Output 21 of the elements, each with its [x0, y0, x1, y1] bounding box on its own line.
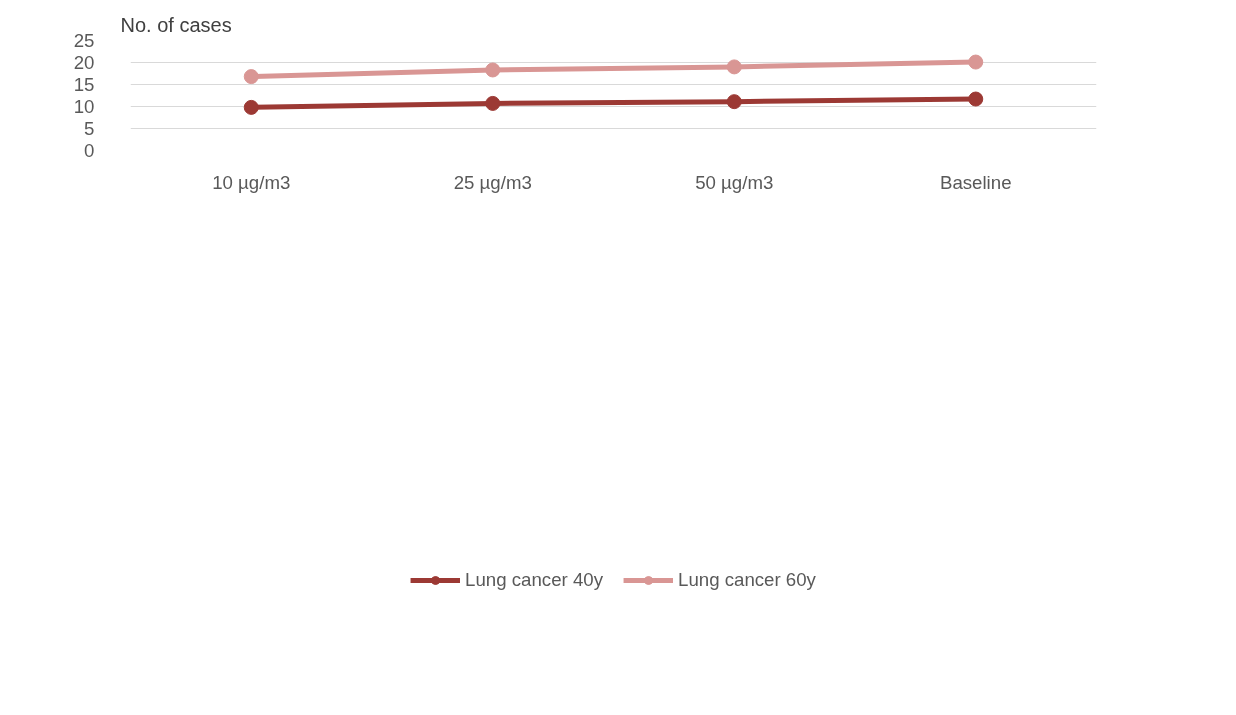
point	[968, 54, 984, 70]
x-tick-label: 25 µg/m3	[453, 171, 532, 193]
point	[726, 94, 742, 110]
point	[968, 91, 984, 107]
point	[485, 62, 501, 78]
point	[726, 59, 742, 75]
point	[243, 99, 259, 115]
x-tick-label: 10 µg/m3	[212, 171, 291, 193]
y-tick-label: 15	[73, 74, 95, 95]
y-tick-label: 5	[84, 118, 95, 139]
x-tick-label: 50 µg/m3	[695, 171, 774, 193]
y-tick-label: 0	[84, 140, 95, 161]
point	[243, 69, 259, 85]
legend-label: Lung cancer 40y	[465, 568, 603, 591]
y-axis-title: No. of cases	[120, 13, 232, 36]
y-tick-label: 10	[73, 96, 95, 117]
point	[485, 95, 501, 111]
y-tick-label: 20	[73, 52, 95, 73]
y-tick-label: 25	[73, 30, 95, 51]
x-tick-label: Baseline	[939, 171, 1012, 193]
legend-label: Lung cancer 60y	[678, 568, 816, 591]
